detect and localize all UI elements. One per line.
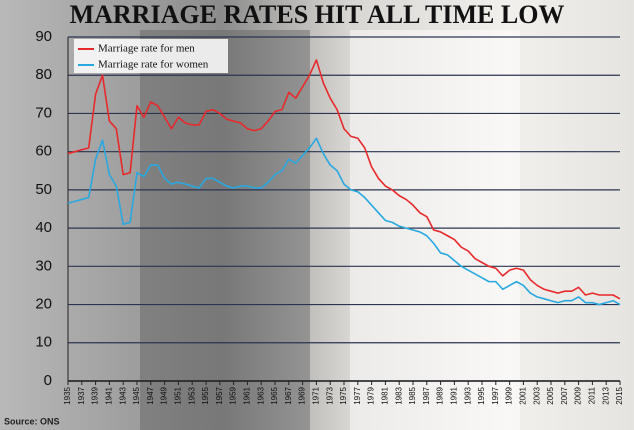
y-tick-label: 20 (35, 296, 52, 313)
x-tick-label: 1997 (491, 386, 500, 404)
x-tick-label: 2015 (615, 386, 624, 404)
x-tick-label: 2007 (560, 386, 569, 404)
x-tick-label: 1941 (105, 386, 114, 404)
y-tick-label: 90 (35, 28, 52, 45)
x-tick-label: 1943 (118, 386, 127, 404)
x-tick-label: 1947 (146, 386, 155, 404)
x-tick-label: 1979 (367, 386, 376, 404)
x-tick-label: 1981 (381, 386, 390, 404)
legend-box (74, 39, 228, 73)
y-tick-label: 40 (35, 219, 52, 236)
x-tick-label: 1959 (229, 386, 238, 404)
x-tick-label: 2005 (546, 386, 555, 404)
x-tick-label: 1961 (243, 386, 252, 404)
x-tick-label: 1945 (132, 386, 141, 404)
x-tick-label: 1993 (463, 386, 472, 404)
x-tick-label: 1975 (339, 386, 348, 404)
background-figure (140, 30, 310, 430)
y-tick-label: 80 (35, 66, 52, 83)
x-tick-label: 2013 (601, 386, 610, 404)
series-line (67, 59, 621, 300)
y-tick-label: 10 (35, 334, 52, 351)
x-tick-label: 1935 (63, 386, 72, 404)
x-tick-label: 1987 (422, 386, 431, 404)
chart-title: MARRIAGE RATES HIT ALL TIME LOW (70, 0, 565, 29)
x-tick-label: 1995 (477, 386, 486, 404)
x-tick-label: 1957 (215, 386, 224, 404)
x-tick-label: 1967 (284, 386, 293, 404)
x-tick-label: 1955 (201, 386, 210, 404)
source: Source: ONS (4, 416, 60, 426)
x-tick-label: 1971 (312, 386, 321, 404)
y-tick-label: 60 (35, 143, 52, 160)
y-tick-label: 30 (35, 257, 52, 274)
x-tick-label: 1977 (353, 386, 362, 404)
legend-label: Marriage rate for men (98, 43, 195, 55)
x-tick-label: 2011 (588, 386, 597, 404)
y-tick-label: 0 (44, 372, 52, 389)
y-tick-label: 70 (35, 104, 52, 121)
x-tick-label: 1951 (174, 386, 183, 404)
y-tick-label: 50 (35, 181, 52, 198)
x-tick-label: 1985 (408, 386, 417, 404)
x-tick-label: 1953 (187, 386, 196, 404)
x-tick-label: 1991 (450, 386, 459, 404)
x-tick-label: 1963 (256, 386, 265, 404)
x-tick-label: 1937 (77, 386, 86, 404)
series-line (67, 137, 621, 306)
x-tick-label: 1939 (91, 386, 100, 404)
legend-label: Marriage rate for women (98, 59, 209, 71)
x-tick-label: 1965 (270, 386, 279, 404)
x-tick-label: 2001 (519, 386, 528, 404)
x-tick-label: 1973 (325, 386, 334, 404)
x-tick-label: 1999 (505, 386, 514, 404)
x-tick-label: 1969 (298, 386, 307, 404)
x-tick-label: 2009 (574, 386, 583, 404)
x-tick-label: 2003 (532, 386, 541, 404)
x-tick-label: 1949 (160, 386, 169, 404)
x-tick-label: 1983 (394, 386, 403, 404)
x-tick-label: 1989 (436, 386, 445, 404)
